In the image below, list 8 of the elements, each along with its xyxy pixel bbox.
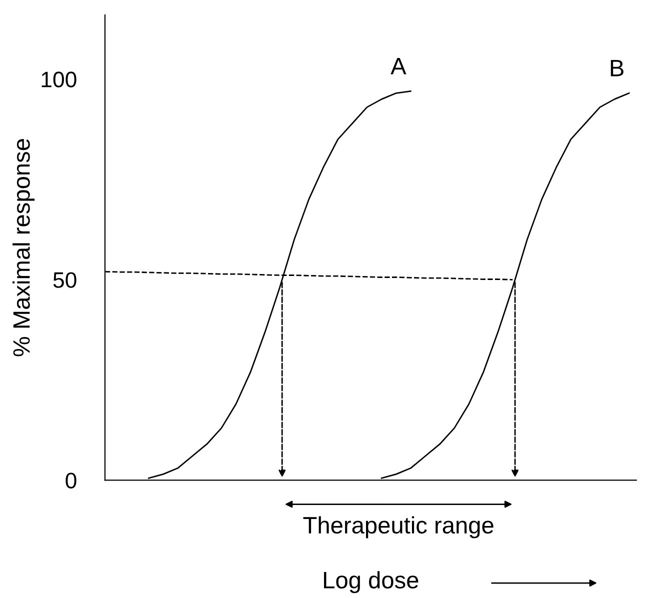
series-label: B — [610, 60, 624, 76]
series-label: A — [390, 58, 406, 74]
y-tick-label: 50 — [53, 272, 76, 288]
y-axis-title: % Maximal response — [12, 139, 35, 356]
y-tick-label: 0 — [66, 472, 76, 488]
x-axis-title: Log dose — [324, 571, 418, 594]
y-tick-label: 100 — [42, 72, 76, 88]
text: Therapeutic range — [303, 516, 494, 538]
